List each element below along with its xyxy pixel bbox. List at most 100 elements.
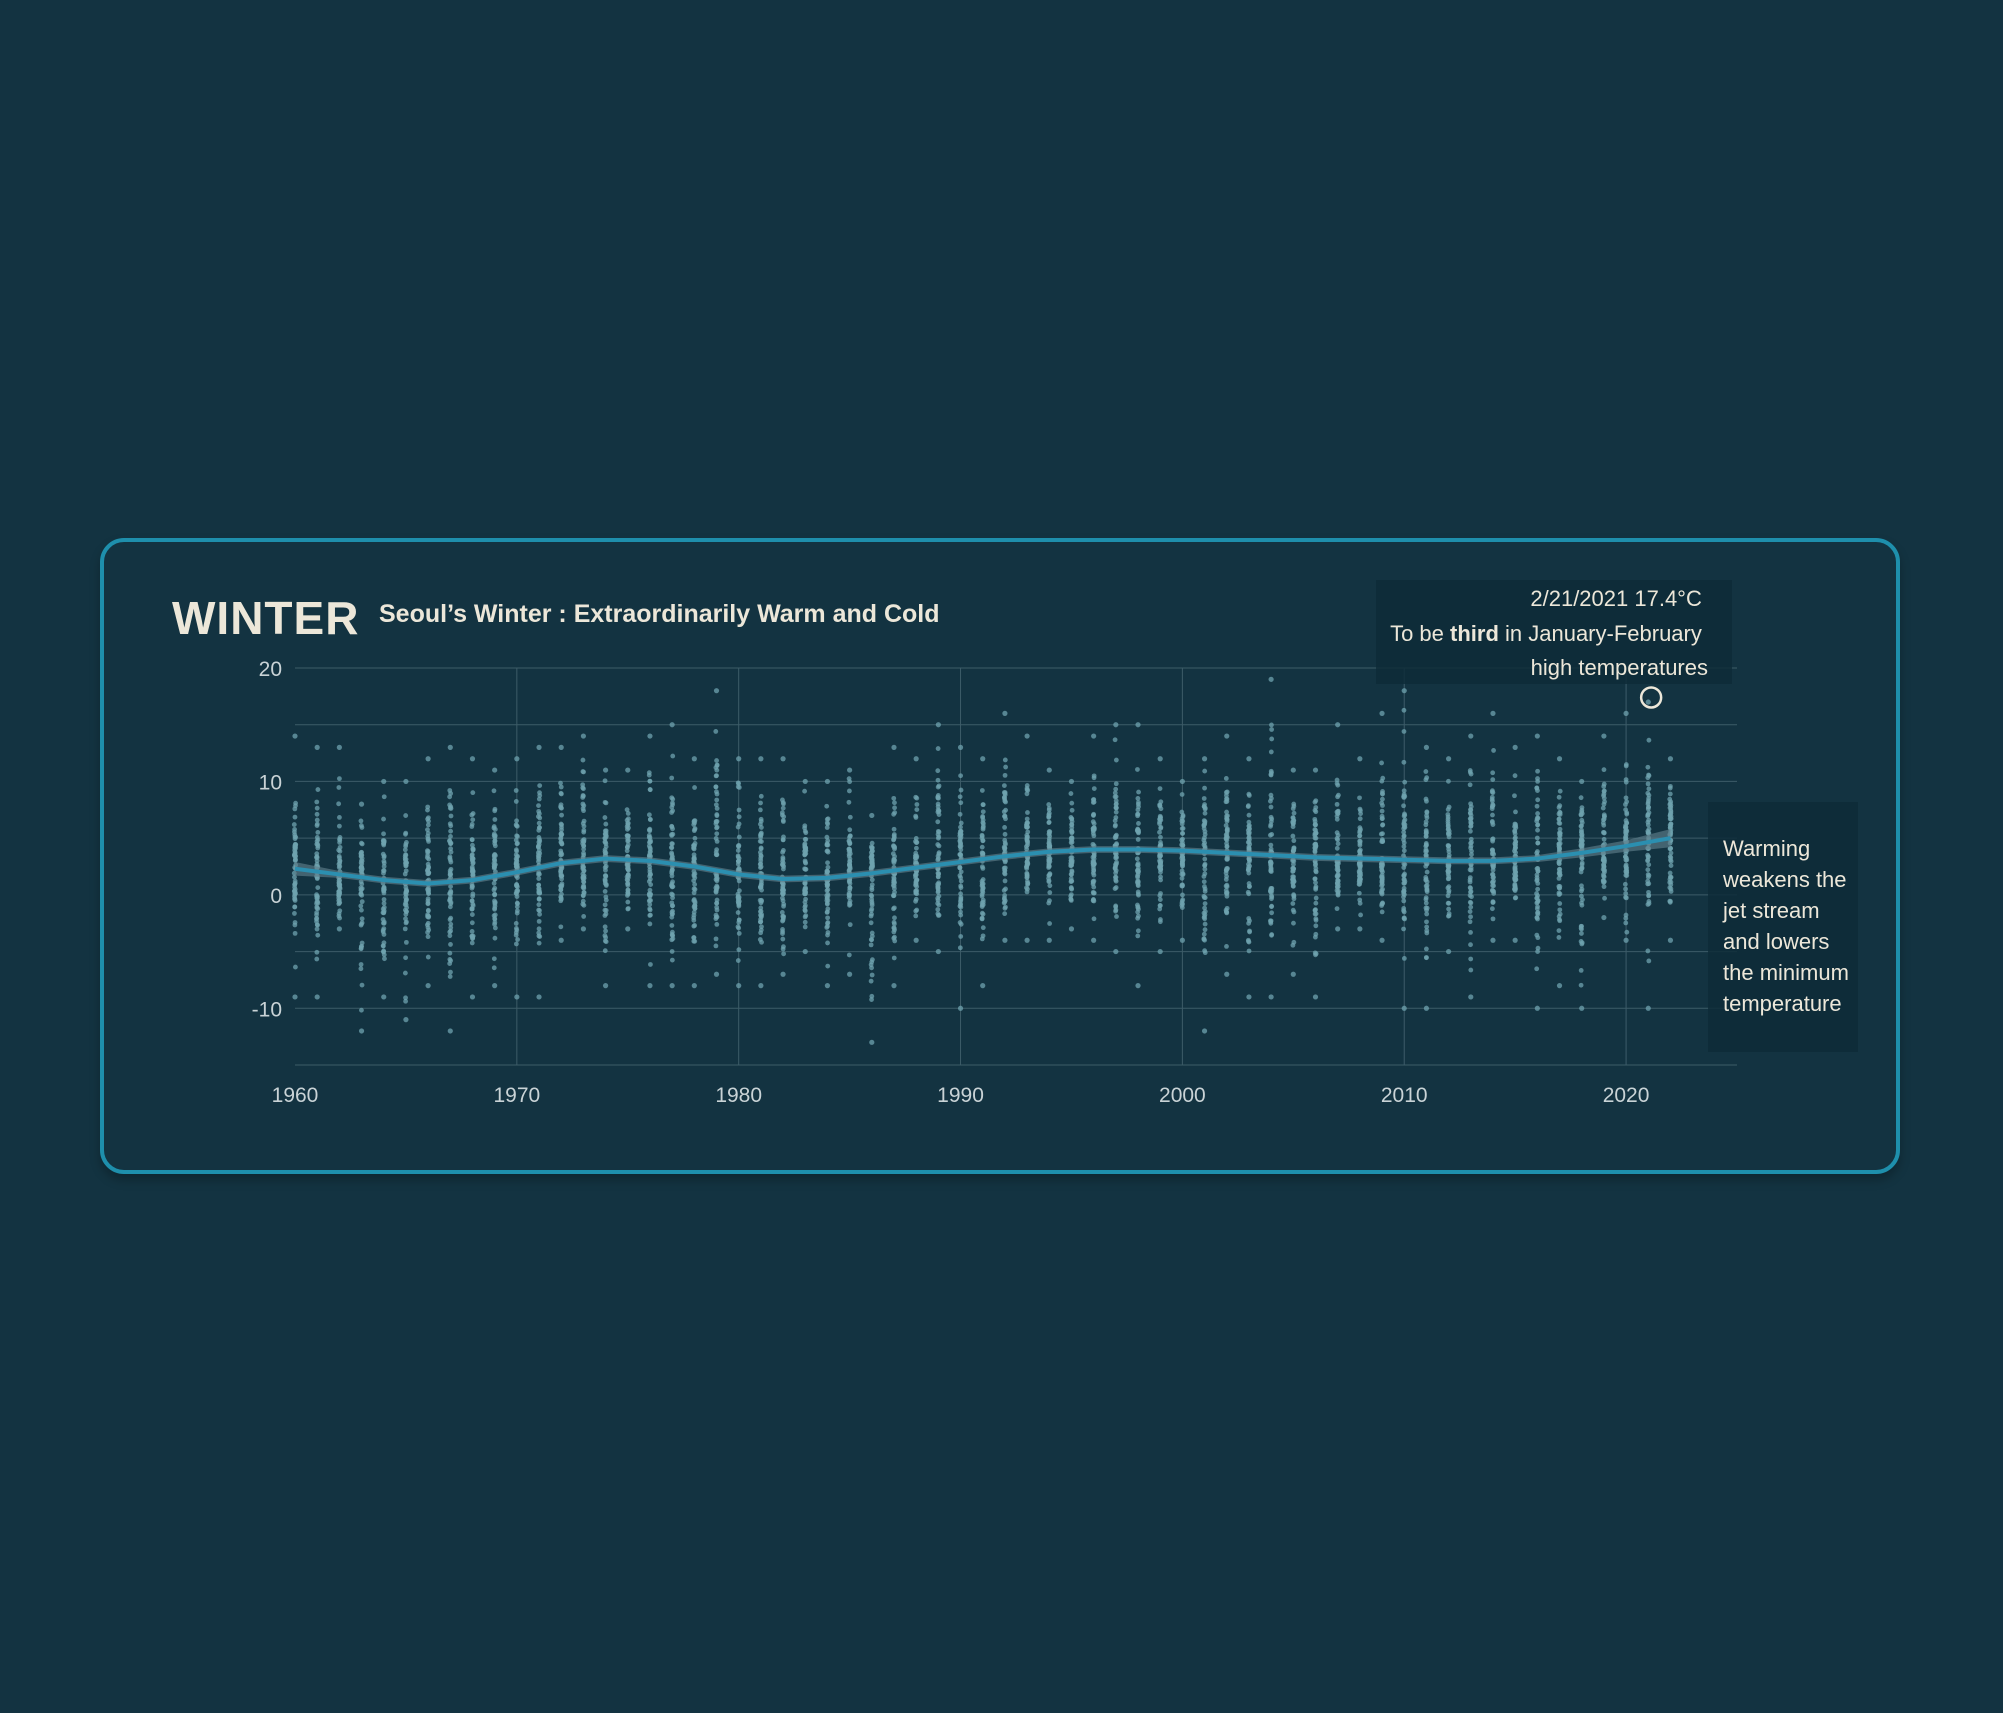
data-point — [1113, 757, 1119, 763]
data-point — [891, 811, 897, 817]
data-point — [1380, 838, 1386, 844]
data-point — [1535, 945, 1541, 951]
data-point — [891, 893, 897, 899]
data-point — [1668, 799, 1674, 805]
data-point — [1025, 842, 1030, 848]
data-point — [1623, 865, 1629, 871]
data-point — [1446, 884, 1452, 890]
data-point — [1246, 819, 1252, 825]
data-point — [1424, 883, 1430, 888]
data-point — [1069, 858, 1075, 864]
data-point — [669, 881, 675, 887]
data-point — [491, 887, 497, 893]
data-point — [1445, 807, 1451, 812]
data-point — [448, 813, 454, 819]
data-point — [1158, 842, 1164, 848]
data-point — [1534, 803, 1540, 809]
data-point — [358, 818, 364, 824]
data-point — [846, 952, 852, 958]
data-point — [1623, 795, 1629, 801]
data-point — [1069, 807, 1075, 813]
data-point — [892, 934, 897, 940]
data-point — [1490, 770, 1496, 776]
data-point — [714, 758, 719, 763]
data-point — [1068, 815, 1074, 820]
data-point — [1179, 778, 1185, 785]
data-point — [1113, 834, 1119, 840]
data-point — [1003, 886, 1008, 892]
data-point — [1424, 815, 1430, 821]
data-point — [891, 856, 897, 862]
data-point — [935, 794, 941, 800]
data-point — [869, 885, 875, 891]
data-point — [448, 846, 454, 852]
data-point — [1202, 948, 1208, 954]
data-point — [625, 822, 631, 828]
data-point — [1379, 790, 1385, 796]
data-point — [1446, 876, 1452, 881]
data-point — [537, 934, 543, 939]
data-point — [1157, 756, 1163, 762]
data-point — [381, 794, 387, 800]
data-point — [847, 892, 852, 898]
x-tick-label: 2020 — [1603, 1084, 1650, 1107]
data-point — [358, 891, 364, 897]
data-point — [1313, 900, 1319, 906]
data-point — [1557, 826, 1563, 832]
data-point — [1335, 873, 1341, 878]
data-point — [1113, 874, 1119, 880]
data-point — [1623, 823, 1628, 828]
data-point — [380, 927, 386, 933]
data-point — [1091, 897, 1096, 903]
data-point — [1667, 756, 1674, 762]
data-point — [648, 882, 654, 887]
data-point — [935, 828, 941, 834]
data-point — [1268, 846, 1274, 852]
data-point — [1490, 937, 1496, 943]
data-point — [1268, 994, 1274, 1000]
data-point — [1668, 863, 1674, 869]
data-point — [1512, 884, 1518, 890]
data-point — [935, 888, 941, 894]
data-point — [470, 860, 476, 865]
data-point — [1379, 909, 1385, 915]
data-point — [1578, 823, 1584, 829]
data-point — [1358, 847, 1363, 853]
data-point — [1623, 886, 1628, 892]
data-point — [1246, 994, 1252, 1000]
data-point — [1446, 913, 1452, 919]
data-point — [1379, 867, 1385, 873]
data-point — [735, 848, 741, 853]
data-point — [1136, 869, 1141, 875]
data-point — [602, 815, 608, 820]
trend-line — [294, 836, 1671, 886]
data-point — [491, 956, 497, 962]
data-point — [1512, 773, 1518, 779]
data-point — [713, 688, 720, 694]
data-point — [293, 800, 298, 806]
data-point — [1489, 789, 1495, 795]
data-point — [1090, 841, 1096, 847]
data-point — [1179, 868, 1185, 874]
data-point — [1313, 923, 1319, 929]
data-point — [736, 902, 742, 908]
data-point — [736, 844, 742, 849]
data-point — [491, 965, 497, 971]
data-point — [1224, 809, 1229, 815]
data-point — [1157, 919, 1163, 925]
data-point — [1201, 756, 1208, 762]
data-point — [1335, 809, 1341, 814]
data-point — [1624, 870, 1630, 876]
data-point — [1002, 757, 1008, 763]
data-point — [846, 799, 852, 805]
data-point — [1601, 733, 1607, 739]
data-point — [913, 813, 919, 819]
data-point — [1202, 927, 1208, 933]
data-point — [292, 896, 298, 902]
data-point — [1201, 931, 1207, 937]
data-point — [869, 993, 875, 999]
data-point — [1423, 842, 1429, 848]
data-point — [1579, 883, 1584, 889]
data-point — [1489, 906, 1495, 912]
